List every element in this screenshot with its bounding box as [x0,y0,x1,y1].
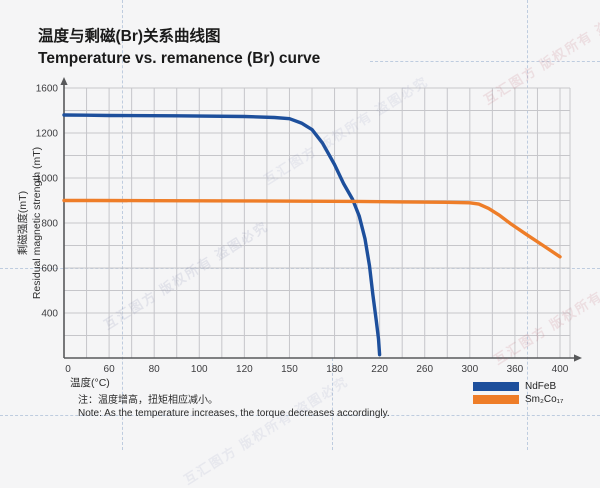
footnote-block: 注：温度增高，扭矩相应减小。 Note: As the temperature … [78,394,390,420]
legend-item-sm2co17: Sm₂Co₁₇ [473,393,563,405]
x-axis-arrow-icon [574,354,582,362]
y-tick-label: 600 [41,264,58,275]
x-tick-label: 60 [104,364,116,375]
x-tick-label: 400 [552,364,569,375]
y-tick-label: 1600 [36,84,59,95]
note-en: Note: As the temperature increases, the … [78,408,390,419]
axes [60,77,582,362]
y-axis-title-zh: 剩磁强度(mT) [17,190,29,256]
x-tick-label: 220 [371,364,388,375]
x-tick-label: 80 [149,364,161,375]
background-dashed-line [332,358,333,450]
x-tick-label: 150 [281,364,298,375]
y-tick-label: 400 [41,309,58,320]
background-dashed-line [370,61,600,62]
legend-swatch-ndfeb [473,381,519,391]
x-axis-title: 温度(°C) [70,377,110,389]
chart-title-zh: 温度与剩磁(Br)关系曲线图 [38,28,221,45]
background-dashed-line [0,415,600,416]
series-ndfeb [62,113,382,357]
x-tick-label: 300 [461,364,478,375]
legend-item-ndfeb: NdFeB [473,380,563,392]
tick-labels: 400 600 800 1000 1200 1600 0 60 80 100 120 150 180 22… [36,84,569,376]
chart-legend: NdFeB Sm₂Co₁₇ [473,380,563,406]
y-tick-label: 800 [41,219,58,230]
series-smco [62,198,562,259]
x-tick-label: 260 [416,364,433,375]
legend-swatch-sm2co17 [473,394,519,404]
x-tick-label: 0 [65,364,71,375]
chart-title-en: Temperature vs. remanence (Br) curve [38,50,321,67]
background-dashed-line [122,0,123,450]
x-tick-label: 360 [507,364,524,375]
x-tick-label: 120 [236,364,253,375]
chart-canvas: 400 600 800 1000 1200 1600 0 60 80 100 120 150 180 22… [36,77,582,376]
br-temperature-chart: 400 600 800 1000 1200 1600 0 60 80 100 120 150 180 22… [36,77,582,376]
y-axis-arrow-icon [60,77,68,85]
note-zh: 注：温度增高，扭矩相应减小。 [78,395,218,406]
grid-lines [63,87,571,359]
chart-title-block: 温度与剩磁(Br)关系曲线图 Temperature vs. remanence… [38,26,320,70]
background-dashed-line [527,0,528,450]
y-tick-label: 1200 [36,129,59,140]
legend-label-ndfeb: NdFeB [525,380,557,392]
y-axis-title-en: Residual magnetic strength (mT) [31,146,43,300]
x-tick-label: 180 [326,364,343,375]
x-tick-label: 100 [191,364,208,375]
legend-label-sm2co17: Sm₂Co₁₇ [525,393,564,405]
y-axis-title: 剩磁强度(mT) Residual magnetic strength (mT) [16,147,44,299]
y-tick-label: 1000 [36,174,59,185]
